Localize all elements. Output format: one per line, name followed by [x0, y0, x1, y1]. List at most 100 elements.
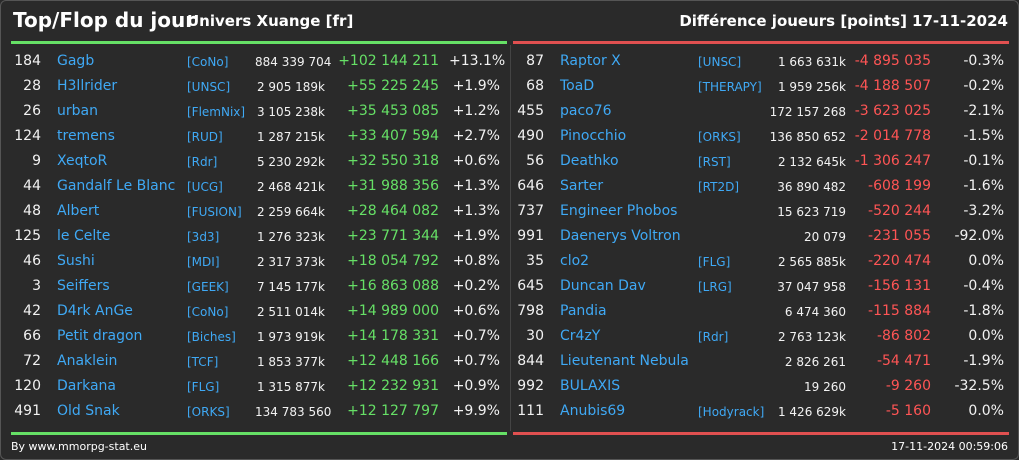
flop-row: 455 paco76 172 157 268 -3 623 025 -2.1%: [513, 98, 1013, 123]
guild-tag-link[interactable]: [RT2D]: [698, 180, 740, 194]
guild-tag-link[interactable]: [MDI]: [187, 255, 220, 269]
percent-change: +0.7%: [452, 353, 500, 369]
player-points: 136 850 652: [769, 130, 846, 144]
points-difference: -115 884: [868, 303, 931, 319]
player-rank: 46: [23, 253, 41, 269]
player-name-link[interactable]: Anubis69: [560, 403, 626, 419]
guild-tag-link[interactable]: [THERAPY]: [698, 80, 762, 94]
player-rank: 28: [23, 78, 41, 94]
player-name-link[interactable]: clo2: [560, 253, 590, 269]
flop-row: 798 Pandia 6 474 360 -115 884 -1.8%: [513, 298, 1013, 323]
player-name-link[interactable]: Petit dragon: [57, 328, 143, 344]
player-rank: 645: [517, 278, 544, 294]
player-name-link[interactable]: le Celte: [57, 228, 111, 244]
player-name-link[interactable]: Raptor X: [560, 53, 621, 69]
player-points: 884 339 704: [255, 55, 332, 69]
player-name-link[interactable]: ToaD: [560, 78, 595, 94]
guild-tag-link[interactable]: [UCG]: [187, 180, 223, 194]
percent-change: -1.6%: [963, 178, 1004, 194]
percent-change: +1.9%: [452, 228, 500, 244]
player-name-link[interactable]: Duncan Dav: [560, 278, 646, 294]
points-difference: +12 232 931: [347, 378, 439, 394]
percent-change: 0.0%: [968, 328, 1004, 344]
player-name-link[interactable]: tremens: [57, 128, 115, 144]
guild-tag-link[interactable]: [CoNo]: [187, 55, 229, 69]
player-name-link[interactable]: Sushi: [57, 253, 95, 269]
percent-change: +9.9%: [452, 403, 500, 419]
guild-tag-link[interactable]: [TCF]: [187, 355, 219, 369]
guild-tag-link[interactable]: [ORKS]: [187, 405, 230, 419]
guild-tag-link[interactable]: [ORKS]: [698, 130, 741, 144]
player-rank: 125: [14, 228, 41, 244]
guild-tag-link[interactable]: [RST]: [698, 155, 731, 169]
top-bottom-divider: [11, 432, 507, 435]
universe-label: Univers Xuange [fr]: [187, 12, 354, 30]
percent-change: -3.2%: [963, 203, 1004, 219]
points-difference: -4 895 035: [854, 53, 931, 69]
player-name-link[interactable]: Albert: [57, 203, 100, 219]
page-title: Top/Flop du jour: [13, 8, 196, 32]
percent-change: -0.1%: [963, 153, 1004, 169]
top-row: 125 le Celte [3d3] 1 276 323k +23 771 344 +1.…: [11, 223, 511, 248]
guild-tag-link[interactable]: [Rdr]: [698, 330, 729, 344]
top-row: 72 Anaklein [TCF] 1 853 377k +12 448 166 +0.7…: [11, 348, 511, 373]
player-name-link[interactable]: Pinocchio: [560, 128, 627, 144]
percent-change: -92.0%: [954, 228, 1004, 244]
percent-change: +0.8%: [452, 253, 500, 269]
guild-tag-link[interactable]: [CoNo]: [187, 305, 229, 319]
guild-tag-link[interactable]: [UNSC]: [698, 55, 742, 69]
player-name-link[interactable]: paco76: [560, 103, 612, 119]
flop-divider: [513, 41, 1009, 44]
guild-tag-link[interactable]: [FlemNix]: [187, 105, 246, 119]
player-name-link[interactable]: Darkana: [57, 378, 117, 394]
player-name-link[interactable]: Gandalf Le Blanc: [57, 178, 176, 194]
player-name-link[interactable]: XeqtoR: [57, 153, 108, 169]
player-name-link[interactable]: D4rk AnGe: [57, 303, 133, 319]
player-name-link[interactable]: Pandia: [560, 303, 607, 319]
player-name-link[interactable]: Cr4zY: [560, 328, 601, 344]
points-difference: +31 988 356: [347, 178, 439, 194]
percent-change: +1.9%: [452, 78, 500, 94]
player-points: 1 973 919k: [256, 330, 325, 344]
player-rank: 798: [517, 303, 544, 319]
player-name-link[interactable]: Sarter: [560, 178, 604, 194]
top-row: 9 XeqtoR [Rdr] 5 230 292k +32 550 318 +0.6%: [11, 148, 511, 173]
player-rank: 87: [526, 53, 544, 69]
flop-row: 111 Anubis69 [Hodyrack] 1 426 629k -5 160 0.0…: [513, 398, 1013, 423]
player-name-link[interactable]: Seiffers: [57, 278, 110, 294]
guild-tag-link[interactable]: [LRG]: [698, 280, 732, 294]
points-difference: -608 199: [868, 178, 931, 194]
guild-tag-link[interactable]: [GEEK]: [187, 280, 229, 294]
percent-change: -0.4%: [963, 278, 1004, 294]
guild-tag-link[interactable]: [UNSC]: [187, 80, 231, 94]
player-name-link[interactable]: Old Snak: [57, 403, 120, 419]
player-rank: 3: [32, 278, 41, 294]
player-name-link[interactable]: Deathko: [560, 153, 619, 169]
player-name-link[interactable]: Daenerys Voltron: [560, 228, 681, 244]
player-name-link[interactable]: Engineer Phobos: [560, 203, 678, 219]
player-name-link[interactable]: BULAXIS: [560, 378, 621, 394]
guild-tag-link[interactable]: [Hodyrack]: [698, 405, 765, 419]
flop-row: 35 clo2 [FLG] 2 565 885k -220 474 0.0%: [513, 248, 1013, 273]
guild-tag-link[interactable]: [RUD]: [187, 130, 223, 144]
percent-change: +1.3%: [452, 178, 500, 194]
top-row: 66 Petit dragon [Biches] 1 973 919k +14 178 …: [11, 323, 511, 348]
guild-tag-link[interactable]: [3d3]: [187, 230, 220, 244]
player-name-link[interactable]: H3llrider: [57, 78, 118, 94]
guild-tag-link[interactable]: [FLG]: [187, 380, 220, 394]
player-name-link[interactable]: Anaklein: [57, 353, 118, 369]
player-name-link[interactable]: Lieutenant Nebula: [560, 353, 689, 369]
player-name-link[interactable]: urban: [57, 103, 98, 119]
flop-row: 56 Deathko [RST] 2 132 645k -1 306 247 -0.1%: [513, 148, 1013, 173]
guild-tag-link[interactable]: [FLG]: [698, 255, 731, 269]
flop-row: 87 Raptor X [UNSC] 1 663 631k -4 895 035 -0.3…: [513, 48, 1013, 73]
guild-tag-link[interactable]: [Rdr]: [187, 155, 218, 169]
guild-tag-link[interactable]: [FUSION]: [187, 205, 242, 219]
guild-tag-link[interactable]: [Biches]: [187, 330, 236, 344]
player-points: 134 783 560: [255, 405, 332, 419]
points-difference: -220 474: [868, 253, 931, 269]
player-rank: 991: [517, 228, 544, 244]
player-name-link[interactable]: Gagb: [57, 53, 95, 69]
points-difference: +16 863 088: [347, 278, 439, 294]
